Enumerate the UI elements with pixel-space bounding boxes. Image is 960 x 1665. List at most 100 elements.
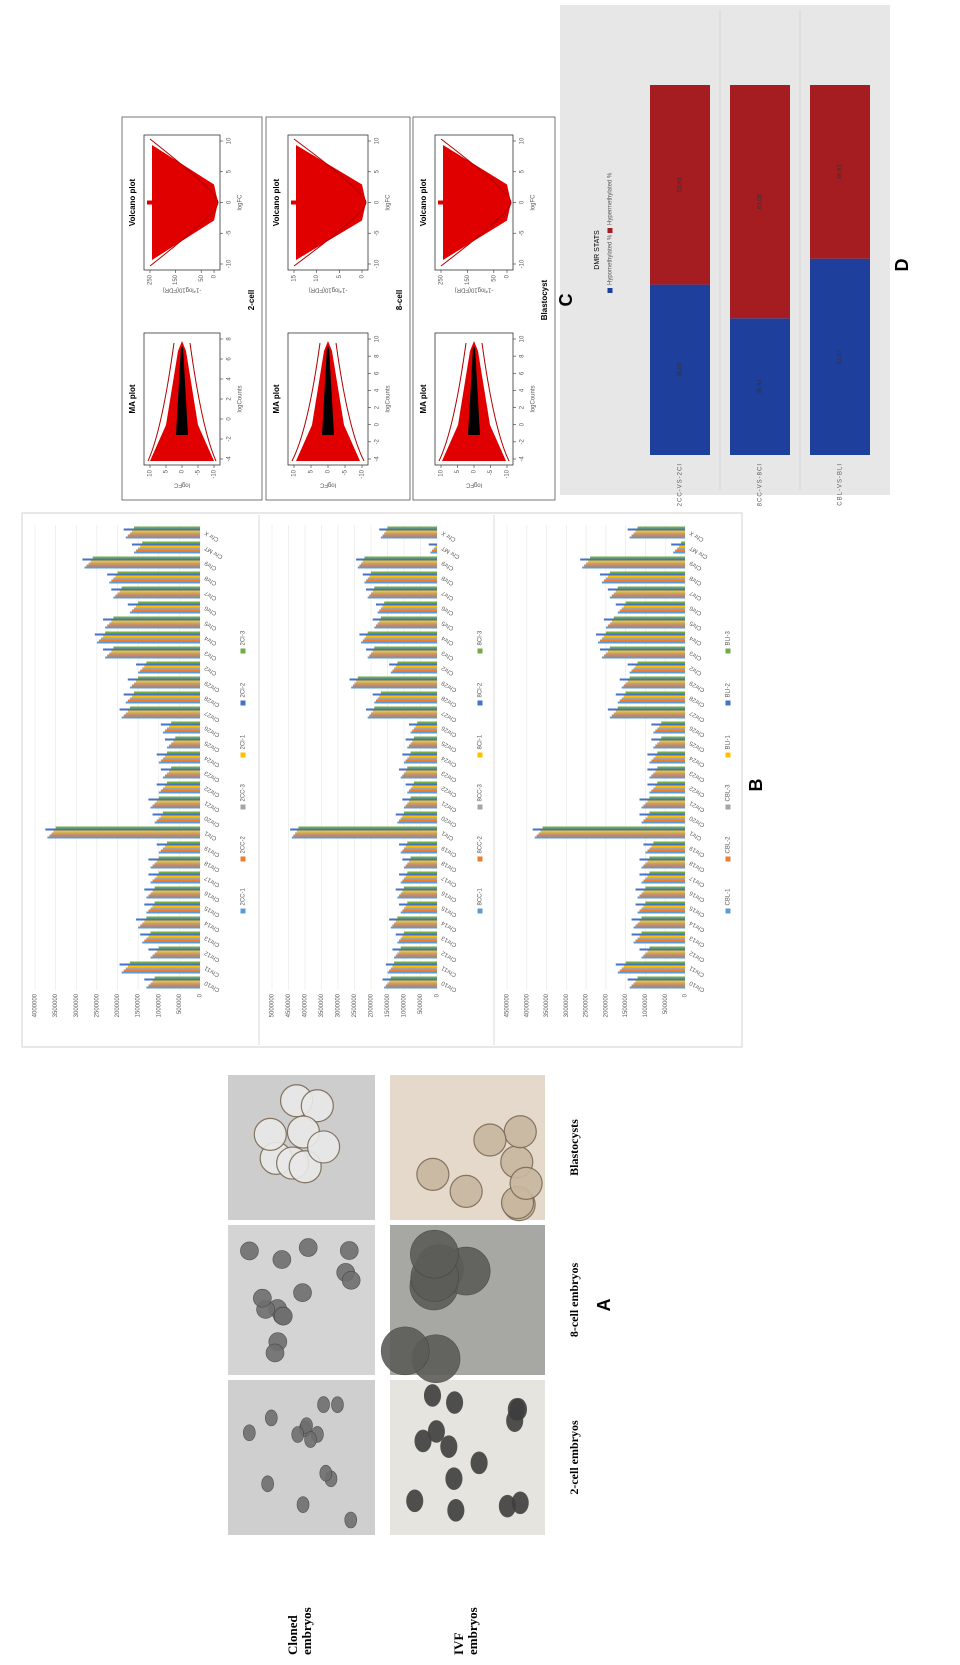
bar bbox=[391, 672, 437, 674]
bar bbox=[157, 861, 200, 863]
bar bbox=[626, 962, 685, 964]
bar bbox=[134, 692, 200, 694]
bar bbox=[659, 726, 685, 728]
bar bbox=[89, 563, 200, 565]
x-tick-label: Chr24 bbox=[203, 754, 221, 768]
bar bbox=[535, 837, 685, 839]
legend-swatch bbox=[241, 701, 246, 706]
bar bbox=[537, 835, 685, 837]
bar bbox=[394, 668, 437, 670]
bar bbox=[350, 679, 437, 681]
legend-swatch bbox=[726, 701, 731, 706]
x-tick-label: 4 bbox=[375, 388, 381, 392]
bar bbox=[379, 621, 437, 623]
bar bbox=[391, 927, 437, 929]
bar bbox=[399, 769, 437, 771]
bar bbox=[580, 559, 685, 561]
bar bbox=[634, 983, 685, 985]
bar bbox=[132, 531, 200, 533]
bar bbox=[371, 572, 437, 574]
bar bbox=[165, 775, 200, 777]
bar bbox=[638, 912, 685, 914]
bar bbox=[388, 972, 438, 974]
bar bbox=[161, 790, 200, 792]
bar bbox=[401, 893, 437, 895]
x-tick-label: Chr9 bbox=[440, 559, 455, 571]
bar bbox=[608, 651, 685, 653]
bar bbox=[655, 786, 685, 788]
y-tick-label: 2000000 bbox=[115, 993, 121, 1017]
bar bbox=[655, 730, 685, 732]
bar bbox=[404, 932, 437, 934]
y-tick-label: 5 bbox=[337, 274, 343, 278]
bar bbox=[618, 612, 685, 614]
y-tick-label: -5 bbox=[488, 469, 494, 475]
panel-letter: D bbox=[892, 259, 912, 272]
bar bbox=[295, 833, 437, 835]
x-tick-label: Chr3 bbox=[203, 649, 218, 661]
bar bbox=[378, 698, 437, 700]
bar bbox=[113, 597, 200, 599]
x-tick-label: Chr6 bbox=[440, 604, 455, 616]
bar bbox=[386, 964, 437, 966]
y-tick-label: 5 bbox=[309, 469, 315, 473]
legend-swatch bbox=[478, 909, 483, 914]
legend-label: 8CC-3 bbox=[478, 783, 484, 801]
x-tick-label: Chr15 bbox=[688, 904, 706, 918]
bar bbox=[113, 578, 200, 580]
x-tick-label: Chr11 bbox=[203, 964, 220, 977]
bar bbox=[138, 677, 200, 679]
x-tick-label: Chr28 bbox=[440, 694, 458, 708]
bar bbox=[144, 921, 200, 923]
bar bbox=[140, 670, 200, 672]
y-tick-label: -10 bbox=[212, 469, 218, 478]
y-tick-label: 3000000 bbox=[564, 993, 570, 1017]
y-tick-label: 15 bbox=[292, 274, 298, 281]
x-tick-label: 0 bbox=[520, 200, 526, 204]
bar bbox=[120, 709, 200, 711]
bar bbox=[82, 559, 200, 561]
bar bbox=[159, 947, 200, 949]
figure-canvas: 2-cell embryos8-cell embryosBlastocystsA… bbox=[0, 0, 960, 1665]
bar bbox=[640, 949, 685, 951]
bar bbox=[606, 632, 685, 634]
bar bbox=[124, 715, 200, 717]
bar bbox=[368, 717, 437, 719]
x-tick-label: Chr27 bbox=[203, 709, 221, 723]
y-tick-label: 2500000 bbox=[584, 993, 590, 1017]
bar bbox=[148, 985, 200, 987]
bar bbox=[647, 816, 685, 818]
bar bbox=[673, 552, 685, 554]
x-tick-label: Chr24 bbox=[440, 754, 458, 768]
bar bbox=[407, 803, 437, 805]
bar bbox=[636, 940, 685, 942]
x-tick-label: Chr26 bbox=[440, 724, 458, 738]
bar bbox=[374, 587, 437, 589]
bar bbox=[103, 649, 200, 651]
bar bbox=[675, 550, 685, 552]
y-tick-label: 1000000 bbox=[402, 993, 408, 1017]
y-axis-label: logFC bbox=[173, 481, 190, 487]
bar bbox=[142, 942, 200, 944]
bar bbox=[634, 668, 685, 670]
bar bbox=[647, 861, 685, 863]
bar bbox=[640, 895, 685, 897]
bar bbox=[155, 902, 200, 904]
x-tick-label: Chr25 bbox=[440, 739, 458, 753]
bar bbox=[373, 711, 437, 713]
bar bbox=[396, 934, 437, 936]
bar bbox=[402, 799, 437, 801]
bar bbox=[397, 822, 437, 824]
bar bbox=[155, 887, 200, 889]
bar bbox=[397, 953, 437, 955]
bar bbox=[151, 882, 201, 884]
bar bbox=[649, 777, 685, 779]
legend-swatch bbox=[478, 857, 483, 862]
bar bbox=[151, 893, 201, 895]
x-tick-label: Chr6 bbox=[688, 604, 703, 616]
x-axis-label: logCounts bbox=[238, 385, 244, 412]
bar bbox=[165, 730, 200, 732]
bar bbox=[610, 572, 685, 574]
bar bbox=[414, 782, 437, 784]
bar bbox=[586, 563, 685, 565]
